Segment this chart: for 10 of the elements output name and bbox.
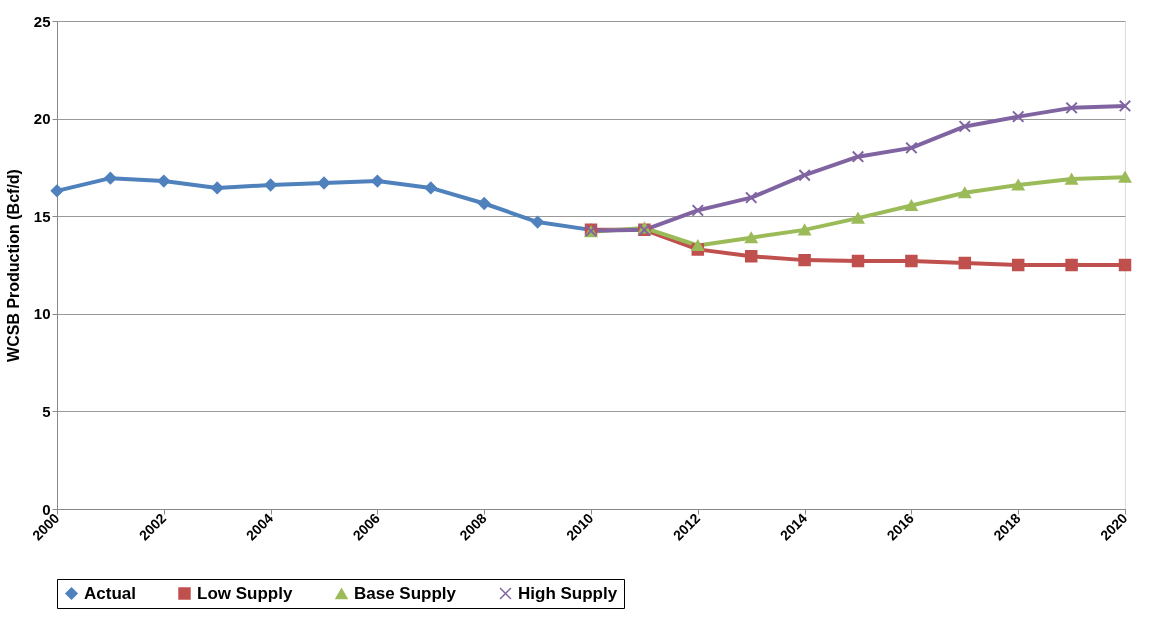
legend-label: Base Supply <box>354 583 457 603</box>
legend-label: High Supply <box>518 583 618 603</box>
y-tick-label: 25 <box>33 12 51 30</box>
y-axis-title: WCSB Production (Bcf/d) <box>4 169 22 362</box>
y-tick-label: 10 <box>33 305 51 323</box>
y-tick-label: 5 <box>42 402 51 420</box>
y-tick-label: 15 <box>33 207 51 225</box>
legend-label: Actual <box>84 583 136 603</box>
legend-label: Low Supply <box>197 583 293 603</box>
y-tick-label: 20 <box>33 110 51 128</box>
